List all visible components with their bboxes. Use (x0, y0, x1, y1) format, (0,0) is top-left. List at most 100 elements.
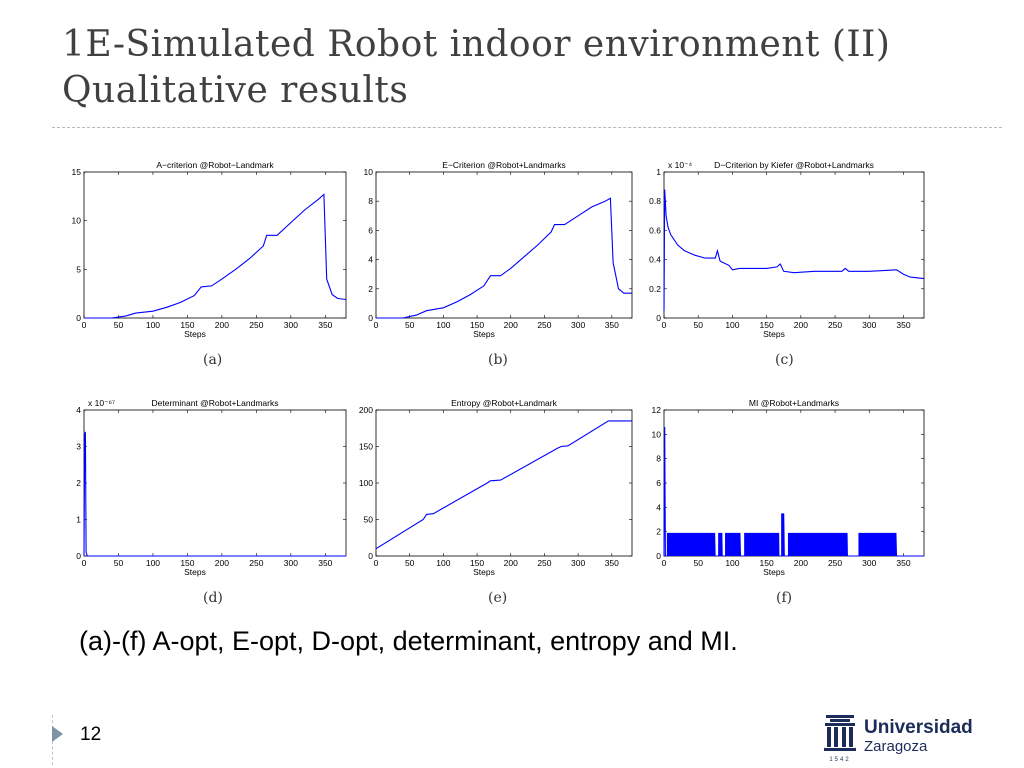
logo-city: Zaragoza (864, 738, 928, 755)
panel-label-a: (a) (203, 352, 223, 368)
chart-d-series-line-0 (83, 431, 346, 557)
chart-b-title: E−Criterion @Robot+Landmarks (442, 160, 565, 170)
chart-a-series-line-0 (84, 193, 347, 319)
chart-d-xtick-label: 200 (215, 558, 229, 568)
title-divider (52, 127, 1002, 128)
chart-a-xtick-label: 100 (146, 320, 160, 330)
chart-b-xtick-label: 200 (504, 320, 518, 330)
chart-a-frame (83, 171, 347, 319)
chart-c-ytick-label: 0.4 (649, 255, 661, 265)
chart-f-xlabel: Steps (763, 567, 785, 577)
chart-f-xtick-label: 50 (693, 558, 703, 568)
chart-c-ytick-label: 1 (656, 167, 661, 177)
chart-f-xtick-label: 350 (896, 558, 910, 568)
chart-c-xtick-label: 300 (862, 320, 876, 330)
chart-f-ytick-label: 2 (656, 527, 661, 537)
panel-label-b: (b) (488, 352, 508, 368)
chart-d-ytick-label: 1 (76, 515, 81, 525)
chart-b-ytick-label: 4 (368, 255, 373, 265)
chart-a-xtick-label: 0 (82, 320, 87, 330)
chart-a-xtick-label: 50 (114, 320, 124, 330)
chart-f-series-line-0 (663, 426, 924, 557)
chart-e-svg: Entropy @Robot+Landmark 0 50 100 150 200 250 30… (359, 398, 633, 577)
chart-e-ytick-label: 150 (359, 442, 373, 452)
chart-e-xtick-label: 150 (470, 558, 484, 568)
chart-b-ytick-label: 10 (364, 167, 374, 177)
chart-b-xtick-label: 300 (571, 320, 585, 330)
chart-c-xtick-label: 350 (896, 320, 910, 330)
slide-title-line1: 1E-Simulated Robot indoor environment (I… (62, 24, 891, 65)
page-number: 12 (80, 724, 102, 745)
chart-b-xlabel: Steps (473, 329, 495, 339)
slide-title-line2: Qualitative results (62, 70, 409, 111)
chart-b-xtick-label: 0 (374, 320, 379, 330)
university-crest-icon: 1542 (824, 715, 856, 763)
chart-a-xtick-label: 300 (284, 320, 298, 330)
logo-name: Universidad (864, 717, 973, 738)
chart-d-xtick-label: 250 (249, 558, 263, 568)
chart-b-xtick-label: 100 (436, 320, 450, 330)
chart-c-svg: D−Criterion by Kiefer @Robot+Landmarks x … (649, 160, 925, 339)
chart-b-ytick-label: 8 (368, 196, 373, 206)
chart-e-series-line-0 (375, 420, 632, 550)
chart-a-panel: A−criterion @Robot−Landmark 0 50 100 150 200 2… (60, 158, 352, 348)
chart-c-xtick-label: 250 (828, 320, 842, 330)
chart-a-xtick-label: 200 (215, 320, 229, 330)
chart-d-xtick-label: 0 (82, 558, 87, 568)
chart-a-ytick-label: 15 (72, 167, 82, 177)
page-bullet-icon (52, 726, 63, 742)
chart-e-frame (375, 409, 633, 557)
university-logo: 1542 Universidad Zaragoza (820, 713, 980, 765)
chart-c-ytick-label: 0.8 (649, 196, 661, 206)
chart-b-xtick-label: 250 (537, 320, 551, 330)
chart-a-xlabel: Steps (184, 329, 206, 339)
chart-e-panel: Entropy @Robot+Landmark 0 50 100 150 200 250 30… (352, 396, 638, 586)
chart-d-xtick-label: 150 (180, 558, 194, 568)
chart-a-ytick-label: 0 (76, 313, 81, 323)
chart-a-xtick-label: 250 (249, 320, 263, 330)
chart-a-ytick-label: 5 (76, 264, 81, 274)
chart-c-series-line-0 (663, 189, 925, 311)
chart-a-xtick-label: 150 (180, 320, 194, 330)
chart-b-ytick-label: 6 (368, 225, 373, 235)
chart-c-xtick-label: 0 (662, 320, 667, 330)
chart-c-panel: D−Criterion by Kiefer @Robot+Landmarks x … (640, 158, 930, 348)
chart-b-xtick-label: 150 (470, 320, 484, 330)
chart-d-exponent: x 10⁻⁶⁷ (88, 398, 115, 408)
panel-label-d: (d) (203, 590, 223, 606)
chart-e-xlabel: Steps (473, 567, 495, 577)
chart-c-exponent: x 10⁻⁴ (668, 160, 693, 170)
chart-e-xtick-label: 50 (405, 558, 415, 568)
chart-e-xtick-label: 250 (537, 558, 551, 568)
chart-e-xtick-label: 0 (374, 558, 379, 568)
chart-d-ytick-label: 2 (76, 478, 81, 488)
chart-b-frame (375, 171, 633, 319)
chart-d-ytick-label: 4 (76, 405, 81, 415)
chart-b-panel: E−Criterion @Robot+Landmarks 0 50 100 150 200… (352, 158, 638, 348)
chart-d-ytick-label: 3 (76, 442, 81, 452)
chart-c-frame (663, 171, 925, 319)
chart-e-xtick-label: 100 (436, 558, 450, 568)
chart-d-xtick-label: 300 (284, 558, 298, 568)
chart-c-xtick-label: 200 (794, 320, 808, 330)
chart-c-xtick-label: 100 (725, 320, 739, 330)
chart-a-title: A−criterion @Robot−Landmark (156, 160, 274, 170)
chart-b-xtick-label: 50 (405, 320, 415, 330)
chart-f-panel: MI @Robot+Landmarks 0 50 100 150 200 250 300 350… (640, 396, 930, 586)
chart-f-xtick-label: 100 (725, 558, 739, 568)
chart-e-title: Entropy @Robot+Landmark (451, 398, 557, 408)
chart-b-xtick-label: 350 (605, 320, 619, 330)
chart-f-ytick-label: 4 (656, 502, 661, 512)
chart-e-ytick-label: 100 (359, 478, 373, 488)
chart-f-ytick-label: 8 (656, 454, 661, 464)
chart-c-ytick-label: 0.6 (649, 225, 661, 235)
chart-a-ytick-label: 10 (72, 216, 82, 226)
chart-b-ytick-label: 0 (368, 313, 373, 323)
chart-d-ytick-label: 0 (76, 551, 81, 561)
chart-f-ytick-label: 6 (656, 478, 661, 488)
chart-b-ytick-label: 2 (368, 284, 373, 294)
figure-caption: (a)-(f) A-opt, E-opt, D-opt, determinant… (79, 626, 738, 656)
chart-d-title: Determinant @Robot+Landmarks (152, 398, 279, 408)
chart-f-xtick-label: 200 (794, 558, 808, 568)
chart-c-ytick-label: 0 (656, 313, 661, 323)
